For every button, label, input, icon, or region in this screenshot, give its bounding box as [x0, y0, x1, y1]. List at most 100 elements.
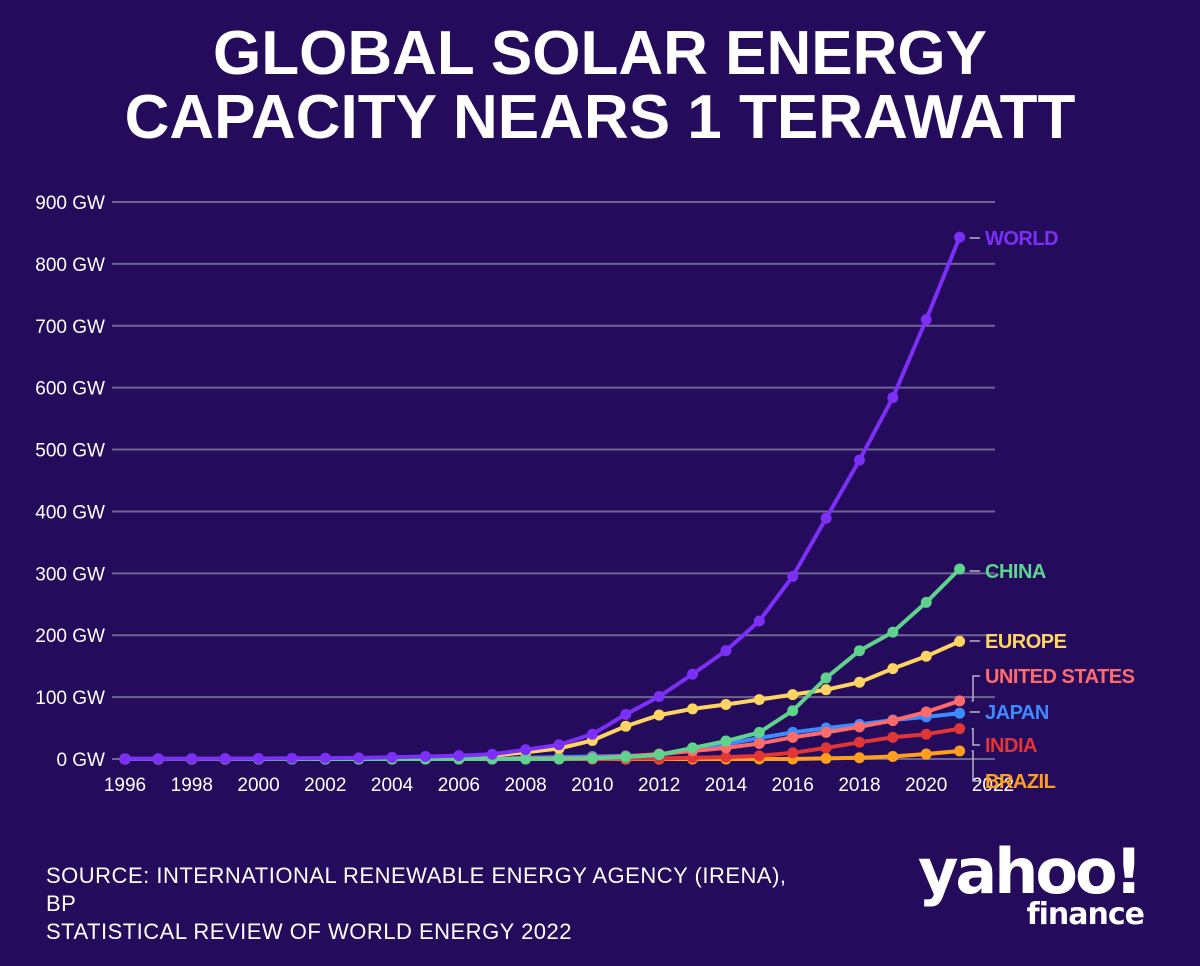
series-label-connector — [971, 727, 980, 746]
y-tick-label: 100 GW — [35, 688, 105, 709]
logo-wordmark: yahoo! — [918, 835, 1143, 908]
data-point-world — [720, 645, 732, 657]
data-point-world — [853, 454, 865, 466]
data-point-united-states — [920, 706, 932, 718]
data-point-india — [887, 731, 899, 743]
y-tick-label: 200 GW — [35, 626, 105, 647]
x-tick-label: 2014 — [705, 775, 748, 796]
data-point-brazil — [853, 752, 865, 764]
data-point-europe — [920, 650, 932, 662]
series-label-india: INDIA — [985, 735, 1037, 757]
x-tick-label: 2008 — [504, 775, 546, 796]
data-point-brazil — [820, 752, 832, 764]
data-point-brazil — [920, 748, 932, 760]
series-line-india — [123, 726, 962, 761]
data-point-world — [586, 728, 598, 740]
data-point-united-states — [787, 731, 799, 743]
data-point-united-states — [753, 738, 765, 750]
data-point-world — [687, 668, 699, 680]
data-point-world — [152, 753, 164, 765]
data-point-world — [787, 570, 799, 582]
data-point-india — [753, 750, 765, 762]
y-tick-label: 500 GW — [35, 441, 105, 462]
data-point-europe — [720, 699, 732, 711]
series-label-china: CHINA — [985, 561, 1046, 583]
data-point-world — [520, 744, 532, 756]
data-point-india — [954, 723, 966, 735]
data-point-china — [586, 752, 598, 764]
data-point-united-states — [820, 726, 832, 738]
data-point-china — [620, 751, 632, 763]
data-point-china — [720, 735, 732, 747]
chart-title-line-2: CAPACITY NEARS 1 TERAWATT — [124, 83, 1076, 152]
data-point-world — [954, 231, 966, 243]
solar-capacity-line-chart: 0 GW 100 GW 200 GW 300 GW 400 GW 500 GW 600 GW… — [35, 193, 1135, 796]
data-point-europe — [753, 694, 765, 706]
data-point-world — [653, 690, 665, 702]
data-point-world — [486, 748, 498, 760]
data-point-world — [920, 314, 932, 326]
series-label-europe: EUROPE — [985, 631, 1067, 653]
x-tick-label: 1998 — [171, 775, 213, 796]
data-point-india — [853, 736, 865, 748]
x-tick-label: 2022 — [972, 775, 1014, 796]
data-point-china — [687, 742, 699, 754]
data-point-world — [253, 753, 265, 765]
data-point-europe — [687, 703, 699, 715]
data-point-china — [520, 753, 532, 765]
x-tick-label: 2010 — [571, 775, 613, 796]
data-point-brazil — [954, 745, 966, 757]
source-line-1: SOURCE: INTERNATIONAL RENEWABLE ENERGY A… — [46, 863, 787, 916]
data-point-europe — [853, 676, 865, 688]
data-point-world — [620, 708, 632, 720]
data-point-world — [887, 392, 899, 404]
x-tick-label: 2004 — [371, 775, 414, 796]
data-point-united-states — [954, 695, 966, 707]
series-line-world — [123, 235, 962, 761]
series-label-world: WORLD — [985, 228, 1058, 250]
data-point-world — [219, 753, 231, 765]
x-tick-label: 2000 — [237, 775, 279, 796]
series-label-connector — [971, 750, 980, 782]
data-point-world — [753, 615, 765, 627]
y-tick-label: 900 GW — [35, 193, 105, 214]
data-point-world — [820, 512, 832, 524]
data-point-japan — [954, 707, 966, 719]
data-point-united-states — [853, 721, 865, 733]
data-point-china — [920, 596, 932, 608]
data-point-world — [386, 751, 398, 763]
x-tick-label: 2016 — [772, 775, 814, 796]
x-tick-label: 1996 — [104, 775, 146, 796]
data-point-europe — [887, 663, 899, 675]
data-point-europe — [653, 709, 665, 721]
data-point-china — [820, 672, 832, 684]
yahoo-finance-logo: yahoo! finance — [918, 840, 1168, 940]
data-point-china — [653, 749, 665, 761]
y-tick-label: 600 GW — [35, 379, 105, 400]
data-point-china — [954, 563, 966, 575]
data-point-europe — [787, 689, 799, 701]
x-tick-label: 2012 — [638, 775, 680, 796]
data-point-world — [119, 753, 131, 765]
data-point-india — [920, 728, 932, 740]
data-point-europe — [820, 684, 832, 696]
data-point-world — [419, 751, 431, 763]
data-point-europe — [954, 635, 966, 647]
x-tick-label: 2006 — [438, 775, 480, 796]
series-label-japan: JAPAN — [985, 702, 1049, 724]
source-line-2: STATISTICAL REVIEW OF WORLD ENERGY 2022 — [46, 919, 573, 944]
data-point-china — [553, 753, 565, 765]
chart-title: GLOBAL SOLAR ENERGY CAPACITY NEARS 1 TER… — [0, 22, 1200, 150]
y-tick-label: 0 GW — [56, 750, 105, 771]
data-point-world — [453, 750, 465, 762]
data-point-china — [787, 705, 799, 717]
data-point-europe — [620, 720, 632, 732]
data-point-china — [853, 645, 865, 657]
source-note: SOURCE: INTERNATIONAL RENEWABLE ENERGY A… — [46, 862, 806, 946]
data-point-united-states — [887, 715, 899, 727]
data-point-world — [319, 752, 331, 764]
data-point-world — [553, 739, 565, 751]
y-tick-label: 300 GW — [35, 564, 105, 585]
y-tick-label: 700 GW — [35, 317, 105, 338]
x-tick-label: 2002 — [304, 775, 346, 796]
